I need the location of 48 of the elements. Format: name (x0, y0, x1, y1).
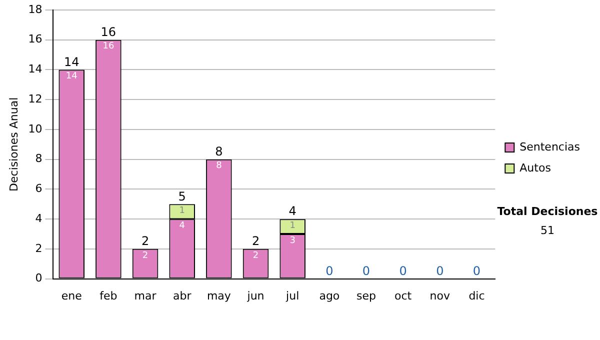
data-label: 14 (66, 72, 78, 82)
total-label: 0 (436, 264, 444, 278)
x-tick-label: dic (468, 289, 485, 302)
y-tick-label: 12 (28, 92, 42, 106)
x-tick-label: jul (285, 289, 300, 302)
y-tick-label: 0 (35, 272, 42, 285)
total-label: 16 (100, 24, 116, 39)
data-label: 4 (179, 220, 186, 231)
x-tick-label: abr (172, 289, 192, 302)
total-label: 8 (215, 144, 223, 158)
x-tick-label: oct (394, 289, 412, 302)
y-tick-label: 16 (28, 32, 42, 46)
legend-label: Autos (520, 161, 552, 174)
total-label: 5 (178, 189, 186, 204)
y-tick-label: 8 (35, 152, 42, 166)
x-tick-label: ago (319, 289, 340, 302)
x-tick-label: feb (100, 289, 118, 302)
total-label: 4 (288, 204, 296, 218)
data-label: 1 (290, 220, 296, 231)
data-label: 2 (252, 250, 259, 261)
y-tick-label: 4 (35, 212, 42, 225)
y-tick-label: 6 (35, 182, 42, 196)
total-label: 0 (472, 264, 481, 278)
total-label: 0 (362, 264, 370, 278)
data-label: 8 (216, 161, 222, 172)
y-tick-label: 2 (35, 242, 42, 255)
x-tick-label: may (206, 289, 232, 302)
total-label: 0 (326, 264, 334, 278)
data-label: 16 (102, 42, 114, 52)
x-tick-label: jun (246, 289, 264, 302)
total-label: 0 (399, 264, 407, 278)
total-label: 14 (64, 54, 80, 69)
text: 51 (540, 224, 556, 237)
x-tick-label: mar (134, 289, 157, 302)
total-label: 2 (252, 234, 260, 248)
x-tick-label: sep (356, 289, 376, 302)
y-tick-label: 18 (28, 2, 42, 16)
x-tick-label: ene (61, 289, 82, 302)
text: Total Decisiones (496, 205, 599, 218)
y-axis-title: Decisiones Anual (7, 97, 20, 192)
data-label: 2 (142, 250, 148, 261)
data-label: 1 (179, 206, 185, 216)
data-label: 3 (290, 236, 296, 246)
total-label: 2 (141, 234, 150, 248)
y-tick-label: 14 (28, 62, 42, 76)
legend-label: Sentencias (520, 140, 580, 154)
x-tick-label: nov (430, 289, 450, 302)
y-tick-label: 10 (28, 122, 42, 136)
